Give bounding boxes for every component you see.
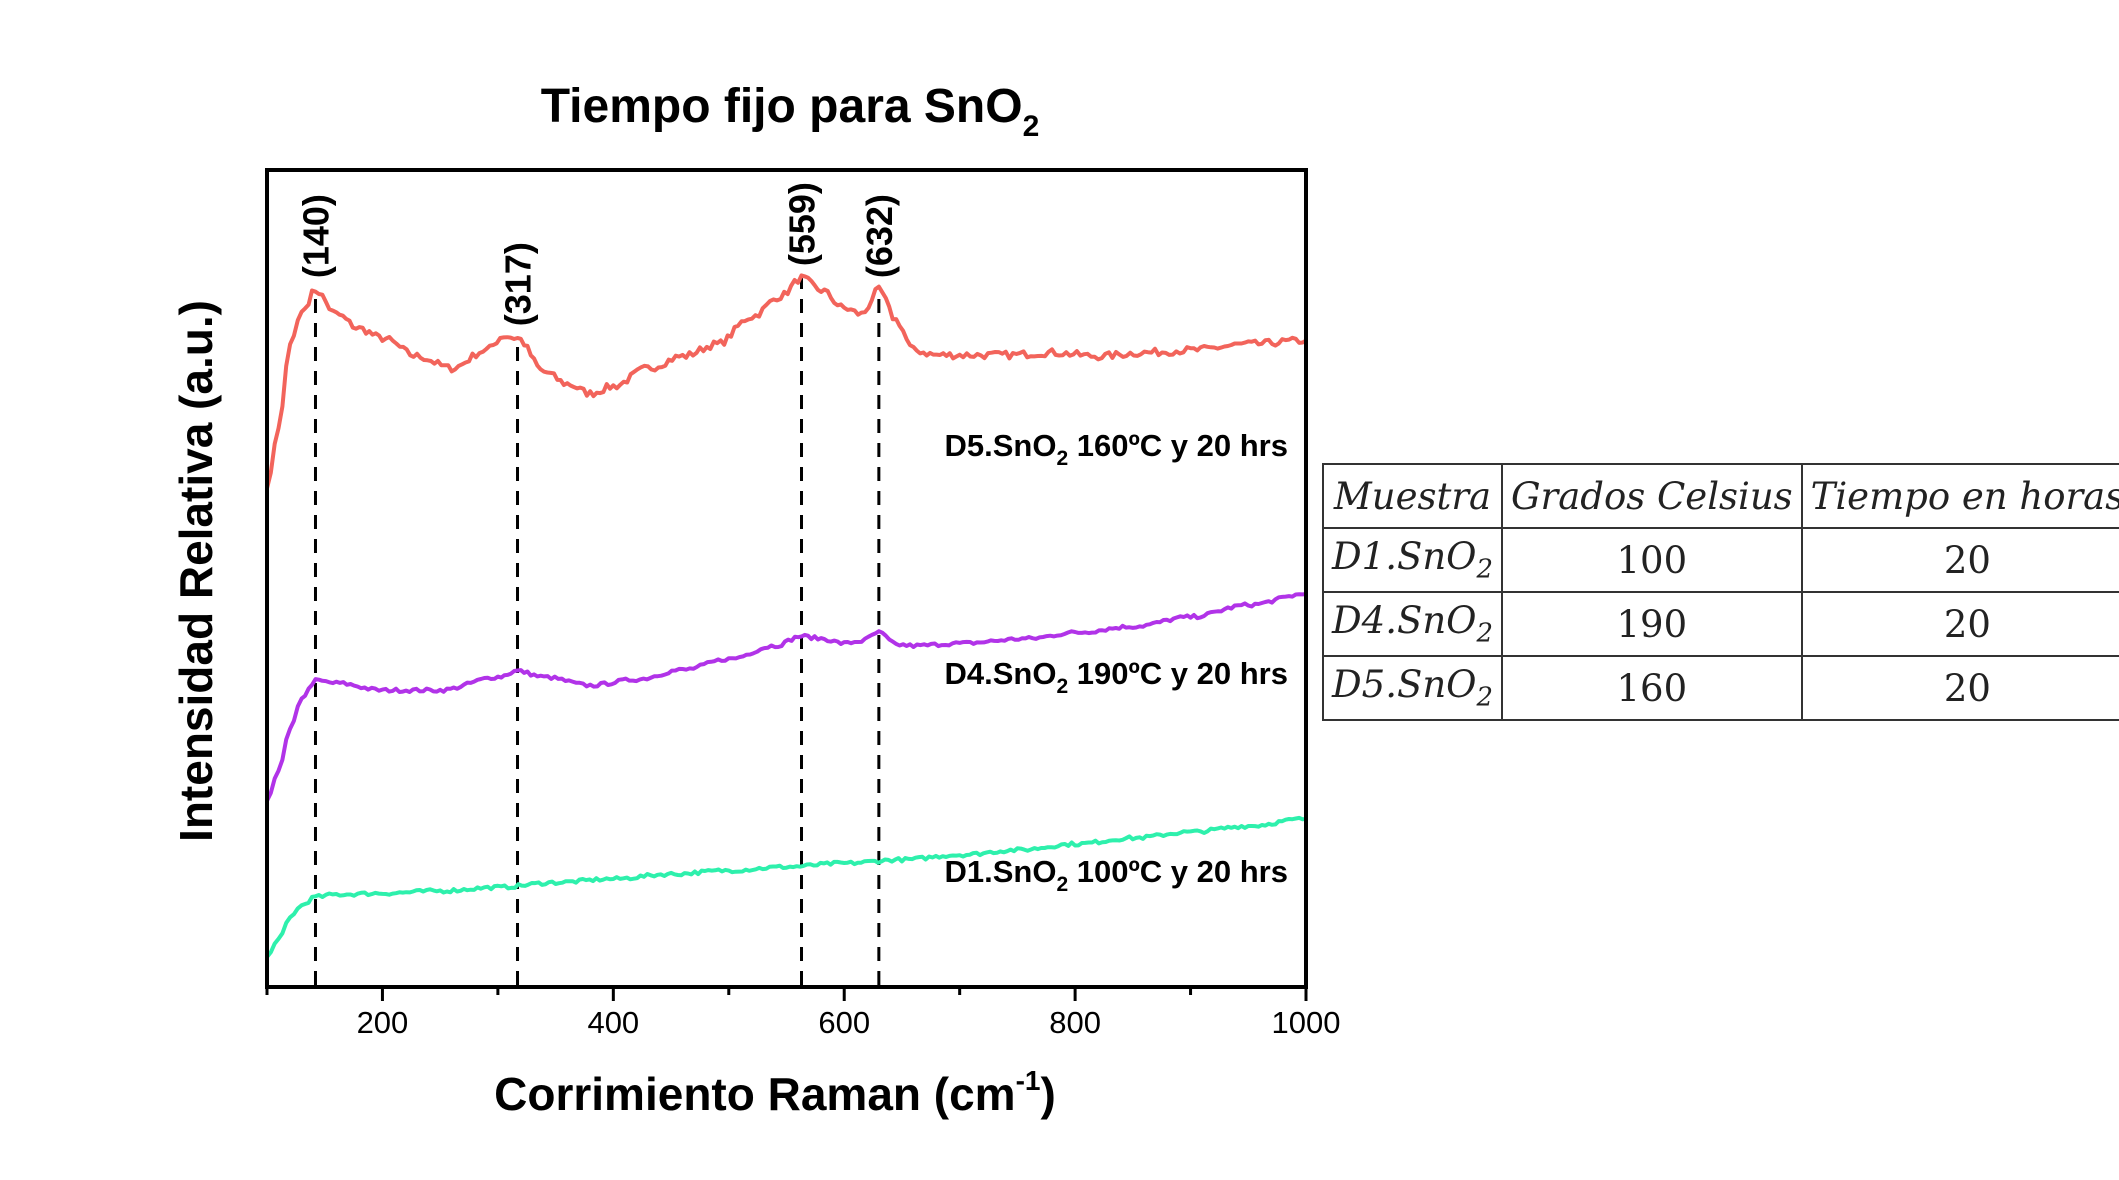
plot-frame [265, 168, 1308, 989]
conditions-table: Muestra Grados Celsius Tiempo en horas D… [1322, 463, 2119, 721]
table-cell-hours: 20 [1800, 527, 2119, 593]
table-cell-celsius: 190 [1500, 591, 1803, 657]
sample-name: D1.SnO [1332, 535, 1477, 579]
table-header-row: Muestra Grados Celsius Tiempo en horas [1322, 463, 2119, 529]
d4-series-label: D4.SnO2 190ºC y 20 hrs [944, 656, 1288, 698]
table-cell-celsius: 160 [1500, 655, 1803, 721]
table-header-muestra: Muestra [1322, 463, 1503, 529]
sample-subscript: 2 [1476, 682, 1493, 713]
x-axis-label: Corrimiento Raman (cm-1) [494, 1065, 1056, 1120]
peak-marker-label: (317) [498, 242, 539, 326]
x-tick-label: 600 [818, 1005, 870, 1040]
x-axis-label-suffix: ) [1041, 1068, 1056, 1120]
y-axis-label: Intensidad Relativa (a.u.) [170, 300, 222, 842]
d5-series-label: D5.SnO2 160ºC y 20 hrs [944, 428, 1288, 470]
d5-series-line [265, 273, 1307, 489]
peak-marker-label: (140) [295, 194, 336, 278]
table-row: D1.SnO2 100 20 [1322, 527, 2119, 593]
sample-name: D5.SnO [1332, 663, 1477, 707]
table-row: D5.SnO2 160 20 [1322, 655, 2119, 721]
sample-subscript: 2 [1476, 554, 1493, 585]
x-axis-label-text: Corrimiento Raman (cm [494, 1068, 1015, 1120]
x-tick-label: 800 [1049, 1005, 1101, 1040]
table-cell-hours: 20 [1800, 591, 2119, 657]
table-cell-celsius: 100 [1500, 527, 1803, 593]
x-axis-label-superscript: -1 [1016, 1065, 1041, 1096]
sample-name: D4.SnO [1332, 599, 1477, 643]
chart-title: Tiempo fijo para SnO2 [541, 80, 1040, 143]
table-cell-sample: D1.SnO2 [1322, 527, 1503, 593]
peak-marker-label: (559) [782, 182, 823, 266]
x-tick-label: 1000 [1272, 1005, 1341, 1040]
table-cell-hours: 20 [1800, 655, 2119, 721]
x-tick-label: 200 [357, 1005, 409, 1040]
x-tick-group: 200 400 600 800 1000 [265, 987, 1341, 1040]
d1-series-line [265, 815, 1307, 959]
table-header-tiempo: Tiempo en horas [1800, 463, 2119, 529]
series-label-group: D5.SnO2 160ºC y 20 hrs D4.SnO2 190ºC y 20… [944, 428, 1288, 896]
table-header-grados: Grados Celsius [1500, 463, 1803, 529]
series-group [265, 273, 1307, 959]
d4-series-line [265, 592, 1307, 802]
table-cell-sample: D5.SnO2 [1322, 655, 1503, 721]
x-tick-label: 400 [587, 1005, 639, 1040]
table-row: D4.SnO2 190 20 [1322, 591, 2119, 657]
peak-marker-group: (140) (317) (559) (632) [295, 182, 900, 985]
peak-marker-label: (632) [859, 194, 900, 278]
chart-title-subscript: 2 [1023, 110, 1040, 143]
d1-series-label: D1.SnO2 100ºC y 20 hrs [944, 854, 1288, 896]
chart-title-text: Tiempo fijo para SnO [541, 80, 1023, 133]
table-cell-sample: D4.SnO2 [1322, 591, 1503, 657]
sample-subscript: 2 [1476, 618, 1493, 649]
